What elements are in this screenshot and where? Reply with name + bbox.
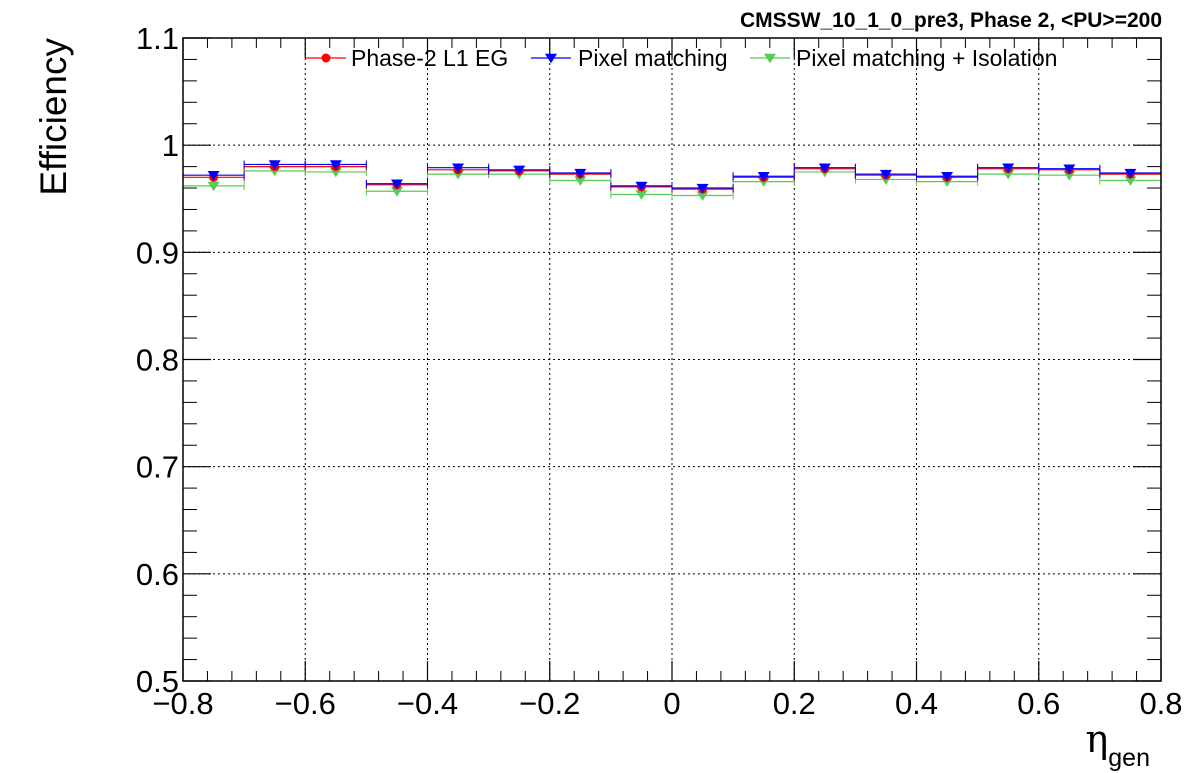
data-point xyxy=(879,169,892,180)
data-point xyxy=(207,170,220,181)
legend-label: Phase-2 L1 EG xyxy=(351,45,508,71)
data-point xyxy=(1063,170,1076,181)
data-point xyxy=(1002,163,1015,174)
data-point xyxy=(513,165,526,176)
data-point xyxy=(268,160,281,170)
data-point xyxy=(818,163,831,174)
data-point xyxy=(1124,168,1137,179)
data-point xyxy=(329,160,342,170)
y-axis-title: Efficiency xyxy=(33,38,74,196)
data-point xyxy=(329,167,342,178)
data-point xyxy=(635,181,648,192)
data-point xyxy=(1063,164,1076,175)
data-point xyxy=(757,172,770,182)
data-point xyxy=(574,168,587,179)
legend-marker xyxy=(545,53,557,64)
data-point xyxy=(941,172,954,182)
data-point xyxy=(207,181,220,192)
x-tick-label: −0.6 xyxy=(275,686,336,721)
tick-labels: −0.8 −0.6 −0.4 −0.2 0 0.2 0.4 0.6 0.8 0.5 0.6 0.7 0.… xyxy=(136,21,1183,721)
y-tick-label: 1 xyxy=(162,128,179,163)
data-point xyxy=(635,190,648,200)
data-point xyxy=(390,179,403,190)
legend-marker xyxy=(764,53,776,64)
legend-label: Pixel matching xyxy=(578,45,728,71)
y-tick-label: 0.8 xyxy=(136,343,179,378)
data-point xyxy=(1124,176,1137,186)
legend-marker xyxy=(321,53,331,63)
y-tick-label: 0.9 xyxy=(136,235,179,270)
y-tick-label: 0.7 xyxy=(136,450,179,485)
x-tick-label: 0 xyxy=(663,686,680,721)
data-point xyxy=(1002,169,1015,180)
grid xyxy=(183,38,1161,681)
x-tick-label: 0.8 xyxy=(1139,686,1182,721)
data-point xyxy=(696,191,709,201)
data-point xyxy=(574,176,587,186)
y-tick-label: 0.6 xyxy=(136,557,179,592)
data-point xyxy=(452,163,465,174)
series-pixel-matching xyxy=(182,160,1162,194)
x-tick-label: 0.4 xyxy=(895,686,938,721)
plot-frame xyxy=(182,37,1162,682)
data-point xyxy=(696,183,709,194)
legend: Phase-2 L1 EG Pixel matching Pixel matchin… xyxy=(306,45,1057,71)
y-tick-label: 1.1 xyxy=(136,21,179,56)
x-axis-title: ηgen xyxy=(1086,717,1151,772)
x-tick-label: −0.2 xyxy=(519,686,580,721)
x-axis-symbol: η xyxy=(1086,717,1109,761)
data-point xyxy=(390,187,403,197)
x-tick-label: −0.8 xyxy=(152,686,213,721)
x-tick-label: 0.6 xyxy=(1017,686,1060,721)
x-tick-label: −0.4 xyxy=(397,686,458,721)
legend-label: Pixel matching + Isolation xyxy=(796,45,1057,71)
x-tick-label: 0.2 xyxy=(773,686,816,721)
y-tick-label: 0.5 xyxy=(136,664,179,699)
x-axis-subscript: gen xyxy=(1108,744,1150,772)
chart-title: CMSSW_10_1_0_pre3, Phase 2, <PU>=200 xyxy=(740,9,1162,32)
series-layer xyxy=(182,160,1162,201)
